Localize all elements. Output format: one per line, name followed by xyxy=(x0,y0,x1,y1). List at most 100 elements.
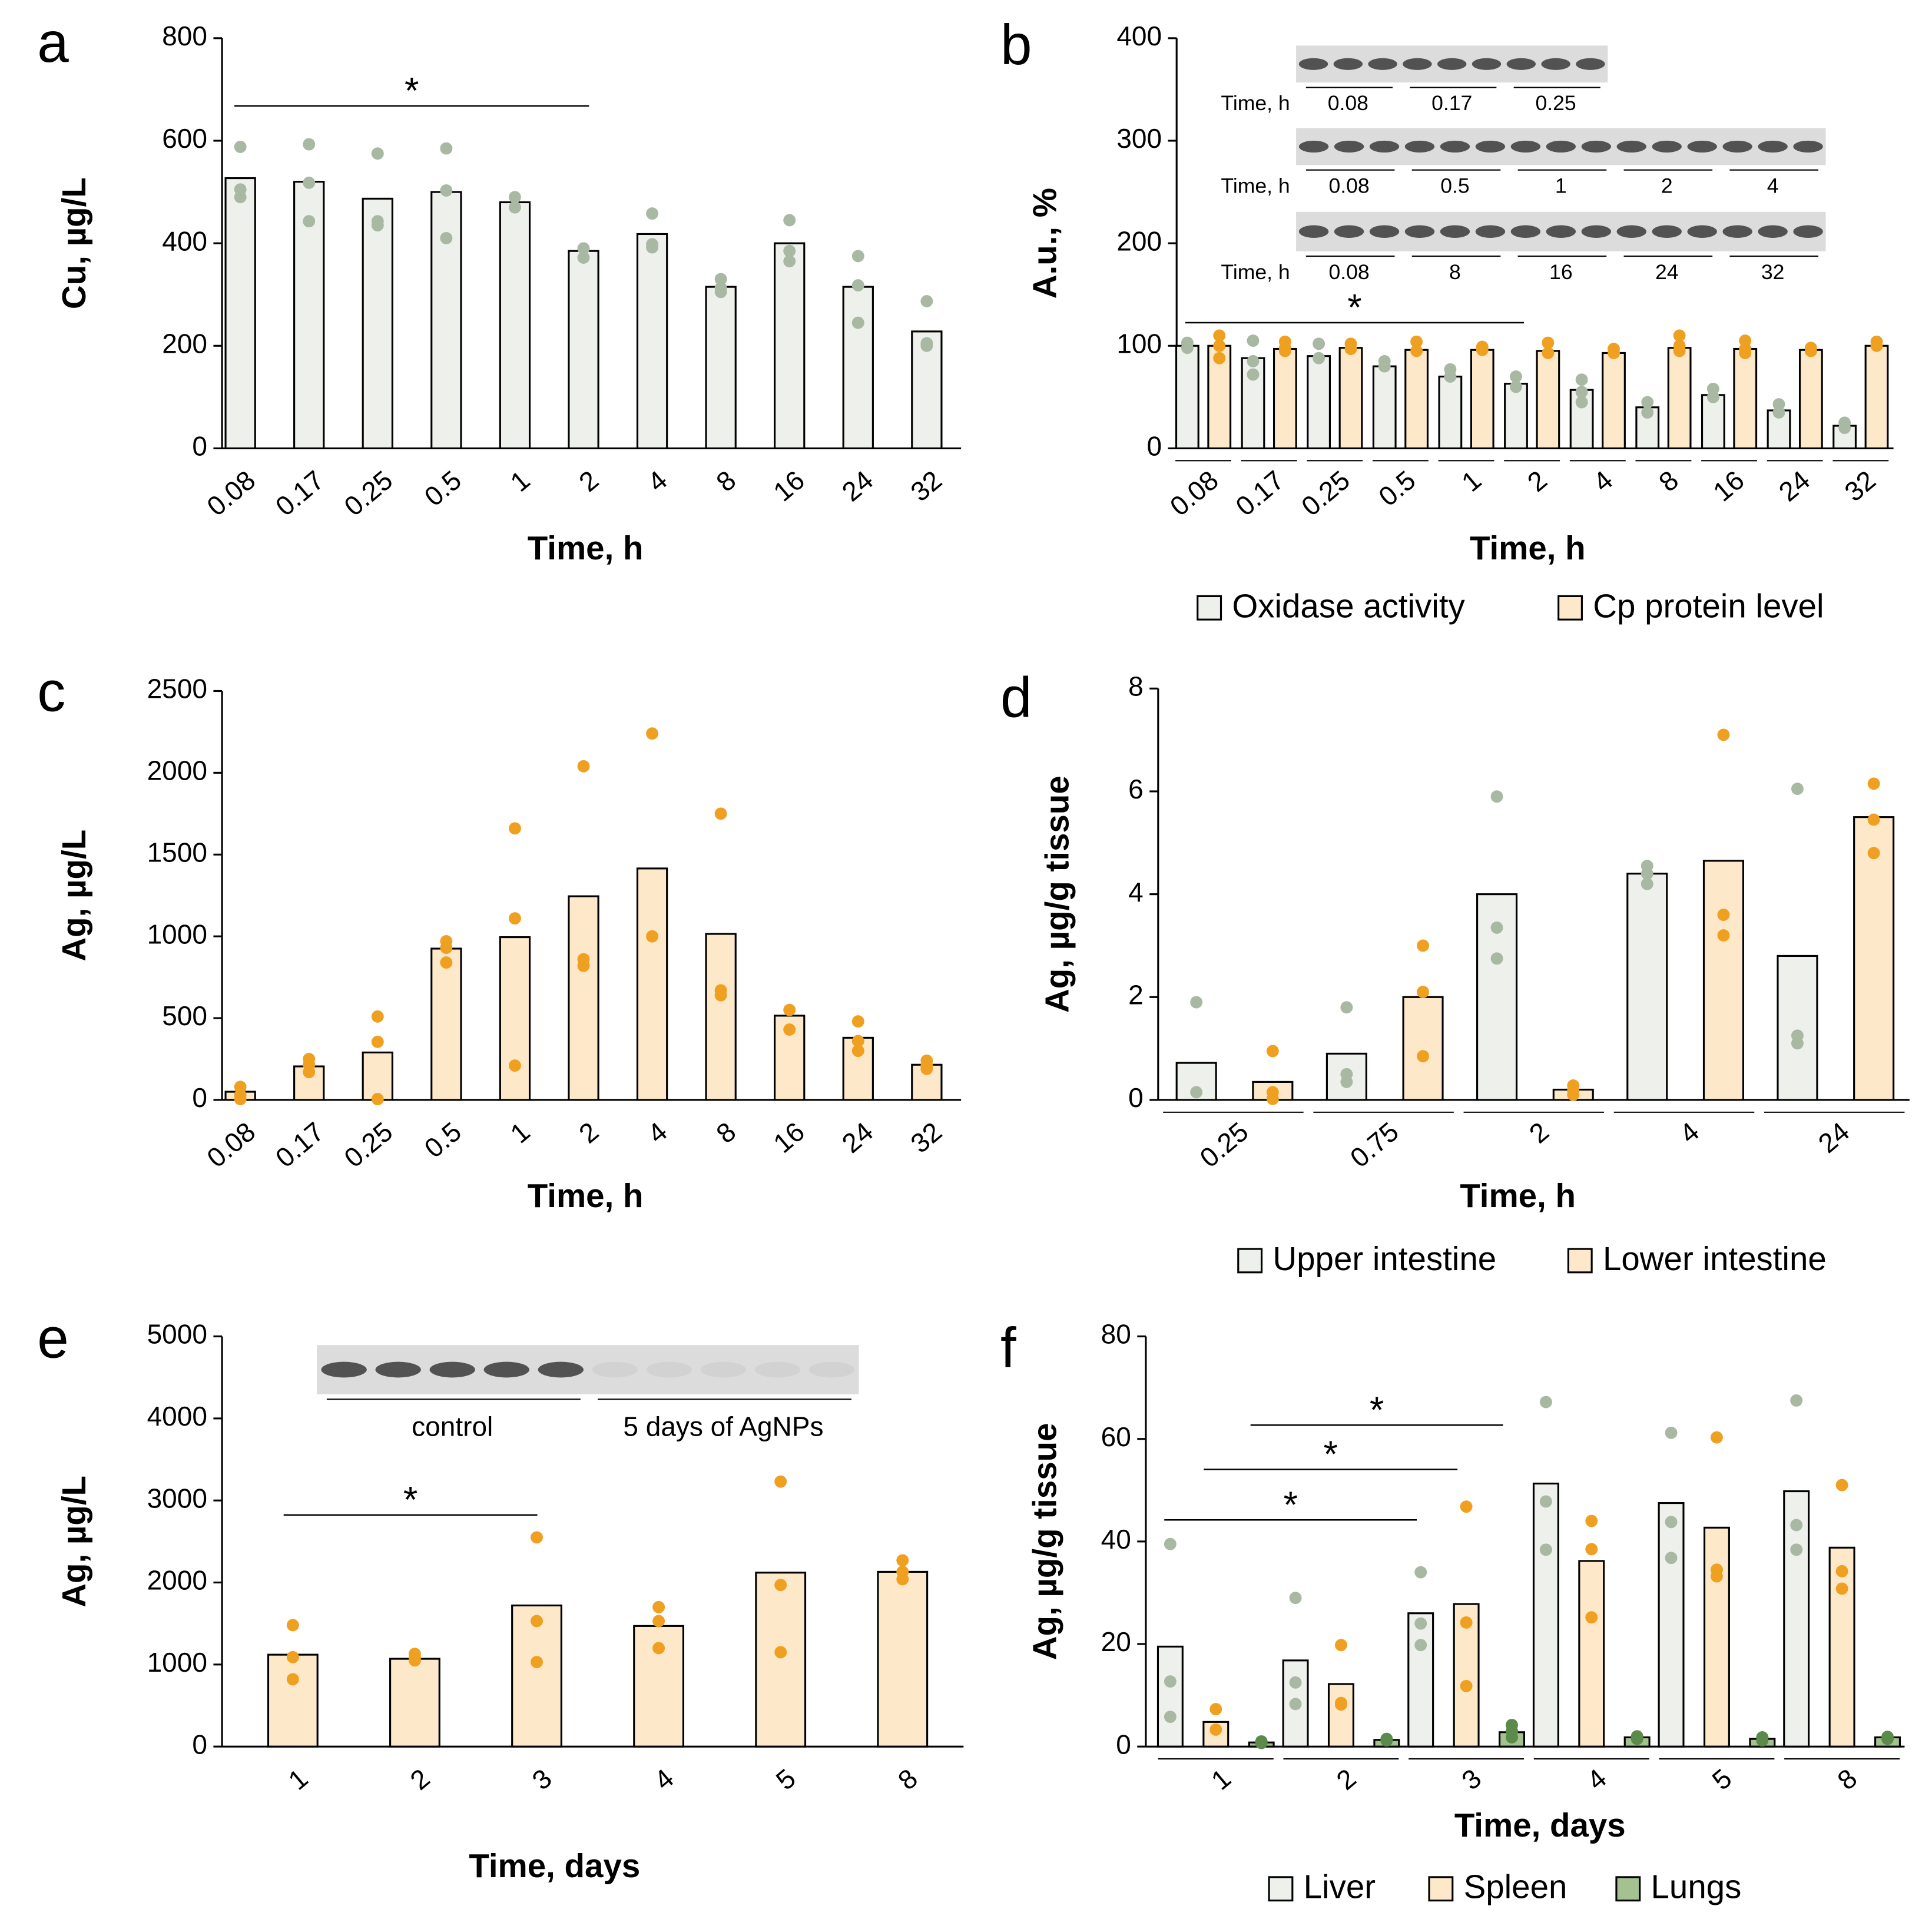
blot-axis-label: Time, h xyxy=(1221,91,1290,115)
data-point xyxy=(1575,386,1588,399)
blot-axis-label: Time, h xyxy=(1221,174,1290,197)
y-tick-label: 60 xyxy=(1101,1421,1131,1452)
x-tick-label: 4 xyxy=(1581,1762,1612,1795)
data-point xyxy=(1289,1698,1302,1711)
x-tick-label: 1 xyxy=(1456,465,1487,498)
data-point xyxy=(1790,1394,1803,1407)
bar xyxy=(877,1570,929,1748)
data-point xyxy=(234,191,247,204)
blot-band xyxy=(1298,140,1329,153)
data-point xyxy=(1539,1543,1552,1556)
blot-band xyxy=(1616,140,1646,153)
data-point xyxy=(1585,1514,1598,1527)
blot-band xyxy=(1404,225,1435,238)
data-point xyxy=(646,930,659,943)
data-point xyxy=(1539,1495,1552,1508)
data-point xyxy=(1460,1500,1473,1513)
x-tick-label: 4 xyxy=(642,465,673,498)
x-tick-label: 8 xyxy=(892,1762,923,1795)
data-point xyxy=(1344,343,1357,355)
panel-letter: b xyxy=(1000,14,1032,77)
x-tick-label: 8 xyxy=(1831,1762,1863,1795)
y-tick-label: 8 xyxy=(1128,671,1144,701)
data-point xyxy=(1790,1519,1803,1532)
data-point xyxy=(783,244,796,257)
data-point xyxy=(508,912,521,925)
bar xyxy=(1156,1645,1184,1748)
y-tick-label: 0 xyxy=(1116,1729,1131,1759)
data-point xyxy=(1804,344,1817,357)
x-axis-title: Time, h xyxy=(528,529,644,566)
data-point xyxy=(646,207,659,220)
blot-band xyxy=(1652,225,1682,238)
bar xyxy=(705,933,737,1101)
data-point xyxy=(1247,354,1260,367)
legend-label: Oxidase activity xyxy=(1232,587,1465,624)
blot-band xyxy=(1510,225,1541,238)
x-axis-title: Time, days xyxy=(1454,1807,1626,1844)
blot-lane-label: 0.08 xyxy=(1328,91,1368,115)
data-point xyxy=(896,1554,909,1567)
data-point xyxy=(714,273,727,286)
data-point xyxy=(714,989,727,1002)
bar xyxy=(1272,347,1297,449)
blot-band xyxy=(1722,225,1752,238)
data-point xyxy=(1710,1570,1723,1583)
blot-band xyxy=(483,1361,529,1378)
blot-band xyxy=(1369,140,1400,153)
data-point xyxy=(851,316,864,329)
data-point xyxy=(1881,1732,1894,1745)
x-axis-title: Time, h xyxy=(528,1177,644,1214)
blot-band xyxy=(592,1361,638,1378)
x-tick-label: 32 xyxy=(1838,465,1881,508)
y-tick-label: 80 xyxy=(1101,1319,1131,1350)
blot-band xyxy=(646,1361,692,1378)
blot-band xyxy=(1546,140,1576,153)
bar xyxy=(1783,1490,1810,1748)
data-point xyxy=(508,201,521,214)
data-point xyxy=(1870,339,1883,352)
data-point xyxy=(1247,368,1260,381)
blot-band xyxy=(321,1361,367,1378)
y-tick-label: 200 xyxy=(1116,226,1162,256)
data-point xyxy=(1378,360,1391,373)
panel-letter: f xyxy=(1000,1317,1016,1380)
x-tick-label: 32 xyxy=(904,1116,947,1159)
data-point xyxy=(1641,406,1654,419)
x-tick-label: 0.5 xyxy=(419,1116,467,1164)
bar xyxy=(1175,344,1199,449)
data-point xyxy=(1673,329,1686,342)
bar xyxy=(1404,349,1429,449)
data-point xyxy=(1867,847,1880,860)
data-point xyxy=(1181,342,1194,354)
x-tick-label: 0.17 xyxy=(270,1116,330,1173)
y-tick-label: 2500 xyxy=(147,674,207,704)
data-point xyxy=(1164,1537,1177,1550)
y-axis-title: Ag, µg/g tissue xyxy=(1026,1423,1063,1660)
blot-lane-label: 8 xyxy=(1449,260,1461,284)
data-point xyxy=(508,191,521,204)
x-tick-label: 2 xyxy=(1331,1762,1362,1795)
data-point xyxy=(1289,1592,1302,1605)
data-point xyxy=(286,1673,299,1686)
x-tick-label: 5 xyxy=(1706,1762,1738,1795)
y-tick-label: 1500 xyxy=(147,837,207,867)
y-tick-label: 0 xyxy=(192,1082,207,1113)
data-point xyxy=(1289,1676,1302,1689)
blot-band xyxy=(1652,140,1682,153)
data-point xyxy=(1190,1086,1203,1099)
data-point xyxy=(371,219,384,232)
blot-band xyxy=(1368,58,1397,70)
x-tick-label: 2 xyxy=(1523,1116,1555,1149)
data-point xyxy=(440,231,453,244)
bar xyxy=(1667,347,1692,449)
bar xyxy=(636,867,668,1101)
data-point xyxy=(303,1066,316,1079)
bar xyxy=(1372,365,1397,449)
data-point xyxy=(440,956,453,969)
blot-band xyxy=(1298,225,1329,238)
x-tick-label: 3 xyxy=(1456,1762,1487,1795)
x-tick-label: 0.75 xyxy=(1344,1116,1404,1173)
data-point xyxy=(774,1579,787,1592)
blot-band xyxy=(1687,225,1717,238)
